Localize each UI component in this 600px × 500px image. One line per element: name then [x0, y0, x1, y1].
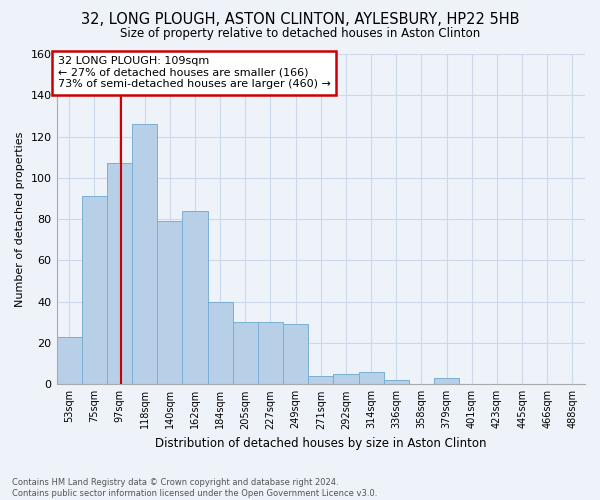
Bar — [308, 376, 334, 384]
Bar — [283, 324, 308, 384]
Y-axis label: Number of detached properties: Number of detached properties — [15, 132, 25, 307]
Bar — [208, 302, 233, 384]
Bar — [258, 322, 283, 384]
Text: 32 LONG PLOUGH: 109sqm
← 27% of detached houses are smaller (166)
73% of semi-de: 32 LONG PLOUGH: 109sqm ← 27% of detached… — [58, 56, 331, 90]
Bar — [434, 378, 459, 384]
Bar — [233, 322, 258, 384]
Bar — [383, 380, 409, 384]
Bar — [107, 164, 132, 384]
X-axis label: Distribution of detached houses by size in Aston Clinton: Distribution of detached houses by size … — [155, 437, 487, 450]
Bar — [182, 211, 208, 384]
Text: Contains HM Land Registry data © Crown copyright and database right 2024.
Contai: Contains HM Land Registry data © Crown c… — [12, 478, 377, 498]
Bar — [157, 221, 182, 384]
Text: 32, LONG PLOUGH, ASTON CLINTON, AYLESBURY, HP22 5HB: 32, LONG PLOUGH, ASTON CLINTON, AYLESBUR… — [81, 12, 519, 28]
Text: Size of property relative to detached houses in Aston Clinton: Size of property relative to detached ho… — [120, 28, 480, 40]
Bar — [56, 337, 82, 384]
Bar — [132, 124, 157, 384]
Bar — [334, 374, 359, 384]
Bar — [359, 372, 383, 384]
Bar — [82, 196, 107, 384]
